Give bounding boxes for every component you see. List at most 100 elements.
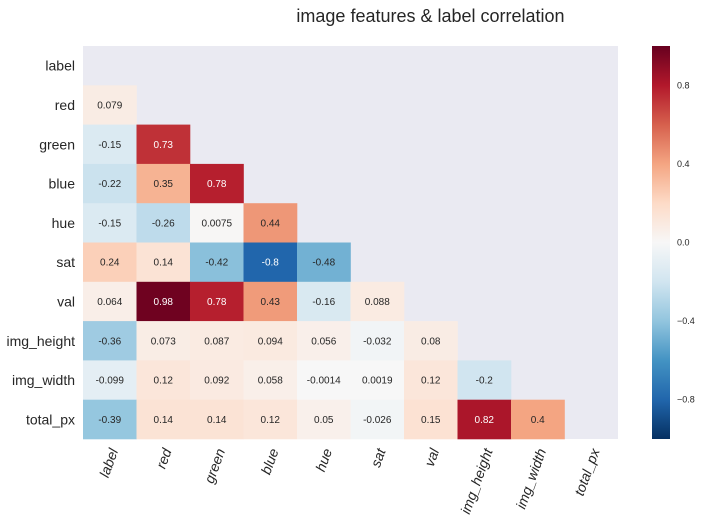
- heatmap-cell: [83, 163, 137, 204]
- cell-value-label: -0.032: [363, 336, 392, 347]
- y-tick-label: val: [57, 293, 75, 309]
- heatmap-cell: [136, 281, 191, 322]
- y-tick-labels: label red green blue hue sat val img_height img_…: [7, 58, 76, 428]
- colorbar-tick-label: 0.4: [677, 159, 690, 169]
- colorbar-tick-label: 0.8: [677, 80, 690, 90]
- heatmap-cell: [350, 321, 405, 361]
- cell-value-label: 0.12: [261, 415, 281, 426]
- cell-value-label: -0.16: [312, 297, 335, 308]
- heatmap-cell: [190, 321, 244, 361]
- heatmap-cell: [190, 360, 244, 400]
- cell-value-label: -0.0014: [307, 376, 341, 387]
- x-tick-label: blue: [258, 446, 282, 477]
- cell-value-label: -0.099: [96, 376, 125, 387]
- heatmap-cell: [83, 203, 137, 243]
- heatmap-cell: [83, 85, 137, 125]
- cell-value-label: 0.73: [154, 140, 174, 151]
- cell-value-label: 0.094: [258, 336, 283, 347]
- colorbar-ticks: 0.8 0.4 0.0 −0.4 −0.8: [677, 80, 695, 404]
- cell-value-label: 0.82: [475, 415, 495, 426]
- cell-value-label: -0.42: [205, 258, 228, 269]
- cell-value-label: 0.056: [311, 336, 336, 347]
- x-tick-label: green: [201, 446, 228, 485]
- heatmap-cell: [297, 399, 351, 440]
- heatmap-cell: [190, 399, 244, 440]
- cell-value-label: -0.2: [476, 376, 494, 387]
- x-tick-label: hue: [312, 446, 335, 474]
- heatmap-cell: [136, 203, 191, 243]
- cell-value-label: 0.15: [421, 415, 441, 426]
- heatmap-cell: [136, 242, 191, 283]
- colorbar-tick-label: −0.8: [677, 395, 695, 405]
- x-tick-label: img_height: [457, 445, 496, 516]
- heatmap-cell: [83, 242, 137, 283]
- cell-value-label: 0.98: [154, 297, 174, 308]
- heatmap-cell: [83, 399, 137, 440]
- heatmap-cell: [190, 242, 244, 283]
- x-tick-label: red: [153, 445, 175, 471]
- y-tick-label: sat: [56, 254, 75, 270]
- x-tick-label: val: [421, 445, 442, 468]
- y-tick-label: green: [39, 136, 75, 152]
- cell-value-label: 0.43: [261, 297, 281, 308]
- cell-value-label: -0.36: [98, 336, 121, 347]
- heatmap-cell: [404, 360, 458, 400]
- cell-value-label: -0.15: [98, 218, 121, 229]
- cell-value-label: 0.14: [207, 415, 227, 426]
- heatmap-cell: [190, 163, 244, 204]
- cell-value-label: 0.0019: [362, 376, 393, 387]
- cell-value-label: 0.78: [207, 297, 227, 308]
- y-tick-label: img_height: [7, 333, 76, 349]
- x-tick-label: label: [96, 445, 121, 479]
- cell-value-label: 0.14: [154, 415, 174, 426]
- cell-value-label: 0.12: [421, 376, 441, 387]
- cell-value-label: 0.4: [531, 415, 545, 426]
- cell-value-label: 0.058: [258, 376, 283, 387]
- heatmap-cell: [404, 399, 458, 440]
- heatmap-cell: [404, 321, 458, 361]
- heatmap-cell: [243, 399, 298, 440]
- heatmap-cell: [243, 203, 298, 243]
- x-tick-label: total_px: [571, 445, 603, 497]
- heatmap-cell: [243, 281, 298, 322]
- y-tick-label: label: [45, 58, 75, 74]
- heatmap-cell: [136, 163, 191, 204]
- x-tick-labels: label red green blue hue sat val img_height img_…: [96, 445, 603, 516]
- heatmap-cell: [297, 281, 351, 322]
- cell-value-label: 0.12: [154, 376, 174, 387]
- cell-value-label: 0.24: [100, 258, 120, 269]
- heatmap-cell: [457, 360, 512, 400]
- cell-value-label: -0.48: [312, 258, 335, 269]
- cell-value-label: 0.14: [154, 258, 174, 269]
- heatmap-cell: [511, 399, 565, 440]
- colorbar-tick-label: 0.0: [677, 238, 690, 248]
- cell-value-label: -0.39: [98, 415, 121, 426]
- chart-title: image features & label correlation: [296, 6, 564, 26]
- y-tick-label: img_width: [12, 372, 75, 388]
- heatmap-cell: [190, 281, 244, 322]
- heatmap-cell: [243, 321, 298, 361]
- heatmap-cell: [243, 360, 298, 400]
- cell-value-label: 0.08: [421, 336, 441, 347]
- cell-value-label: -0.026: [363, 415, 392, 426]
- heatmap-cell: [190, 203, 244, 243]
- x-tick-label: sat: [367, 445, 389, 469]
- heatmap-cell: [83, 281, 137, 322]
- heatmap-cell: [136, 124, 191, 165]
- cell-value-label: 0.073: [151, 336, 176, 347]
- cell-value-label: 0.78: [207, 179, 227, 190]
- cell-value-label: 0.087: [204, 336, 229, 347]
- heatmap-cell: [136, 321, 191, 361]
- cell-value-label: 0.44: [261, 218, 281, 229]
- heatmap-cells: 0.079 -0.15 0.73 -0.22 0.35 0.78 -0.15 -0.26 0.0…: [83, 85, 565, 440]
- cell-value-label: -0.26: [152, 218, 175, 229]
- heatmap-cell: [243, 242, 298, 283]
- heatmap-cell: [350, 399, 405, 440]
- cell-value-label: -0.15: [98, 140, 121, 151]
- heatmap-cell: [297, 242, 351, 283]
- heatmap-cell: [136, 399, 191, 440]
- heatmap-cell: [350, 360, 405, 400]
- cell-value-label: 0.088: [365, 297, 390, 308]
- cell-value-label: -0.22: [98, 179, 121, 190]
